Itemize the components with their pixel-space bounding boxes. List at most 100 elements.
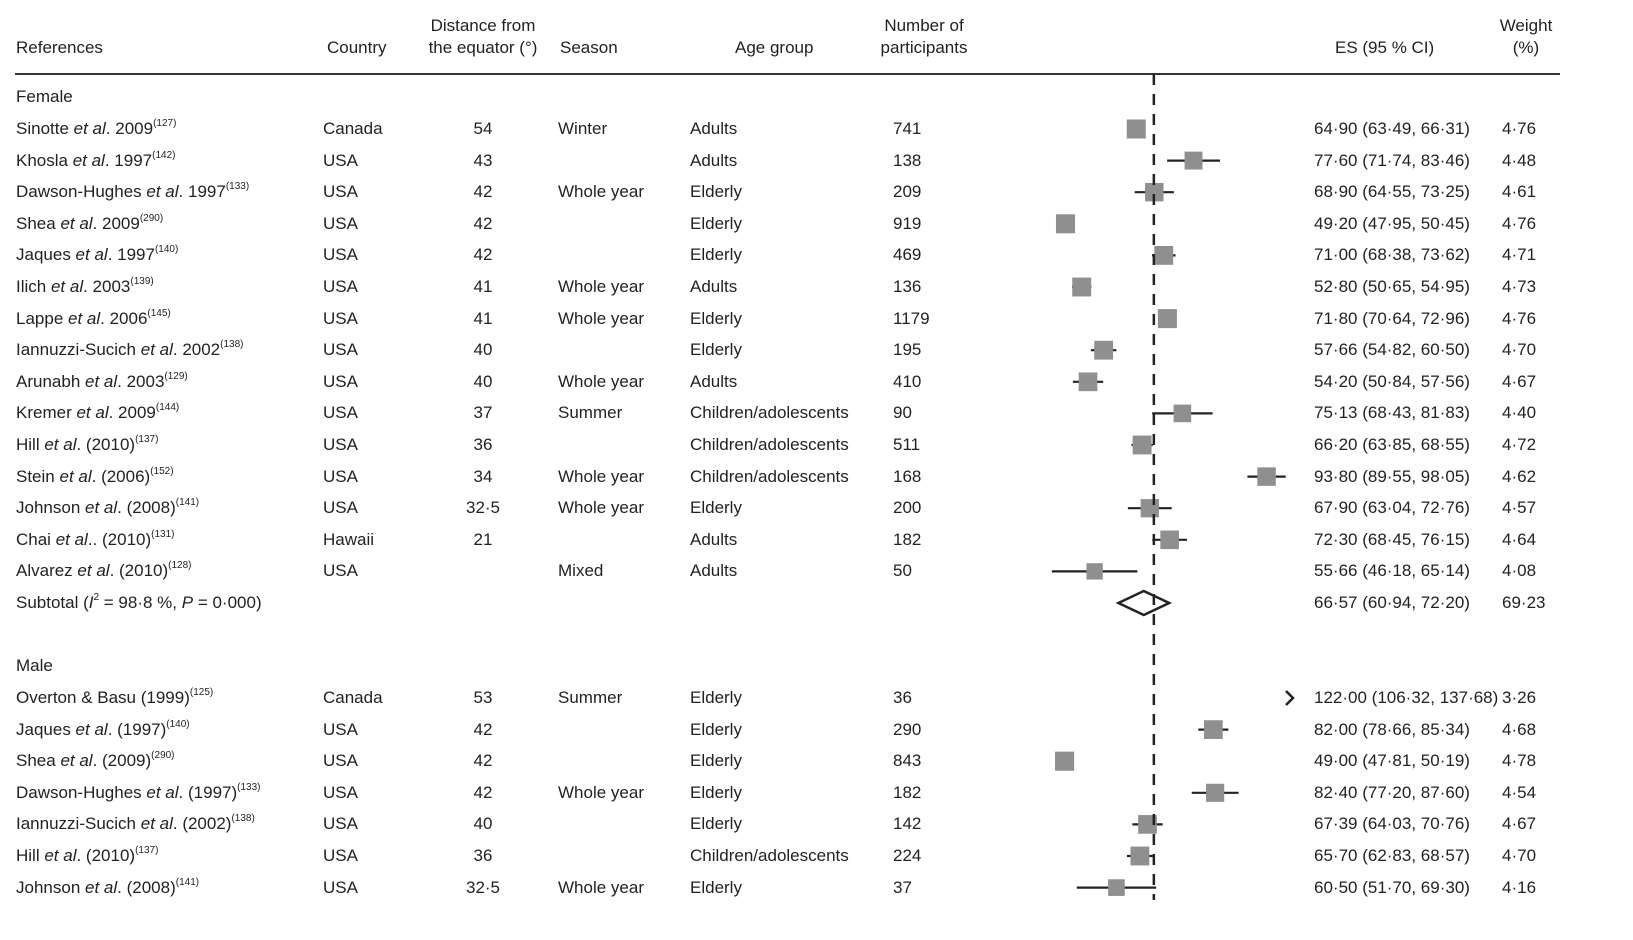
study-age-group: Elderly — [690, 782, 742, 802]
study-participants: 209 — [893, 182, 922, 202]
study-reference: Lappe et al. 2006(145) — [16, 307, 171, 329]
study-author: Dawson-Hughes — [16, 782, 147, 802]
study-weight: 4·67 — [1502, 814, 1537, 834]
study-citation: (145) — [147, 307, 171, 319]
study-author: Chai — [16, 529, 56, 549]
study-year: .. (2010) — [87, 529, 152, 549]
study-author: Ilich — [16, 277, 51, 296]
header-weight-line1: Weight — [1499, 16, 1553, 35]
study-country: USA — [323, 150, 358, 170]
study-season: Whole year — [558, 308, 644, 328]
study-distance: 32·5 — [465, 498, 501, 518]
study-distance: 53 — [473, 688, 493, 707]
header-distance-line2: the equator (°) — [428, 38, 538, 57]
header-references: References — [16, 38, 103, 57]
header-weight-line2: (%) — [1512, 38, 1540, 57]
study-citation: (133) — [237, 781, 261, 793]
study-et-al: et al — [59, 466, 92, 486]
study-reference: Khosla et al. 1997(142) — [16, 149, 176, 171]
study-distance: 42 — [473, 719, 493, 739]
study-weight: 4·76 — [1502, 213, 1537, 233]
study-es-ci: 82·40 (77·20, 87·60) — [1314, 782, 1470, 802]
point-estimate-marker — [1055, 214, 1076, 234]
study-participants: 50 — [893, 561, 912, 581]
point-estimate-marker — [1108, 879, 1125, 896]
study-year: . 2003 — [83, 277, 131, 296]
study-country: USA — [323, 182, 358, 202]
study-age-group: Adults — [690, 529, 738, 549]
study-season: Whole year — [558, 466, 644, 486]
point-estimate-marker — [1072, 277, 1092, 297]
study-age-group: Adults — [690, 119, 738, 138]
point-estimate-marker — [1206, 783, 1225, 802]
study-year: . (2010) — [76, 435, 136, 454]
subtotal-i2-value: = 98·8 %, — [99, 593, 182, 612]
study-year: . (2010) — [109, 561, 169, 581]
study-distance: 36 — [473, 435, 493, 454]
study-distance: 36 — [473, 846, 493, 865]
study-citation: (140) — [154, 244, 179, 256]
study-age-group: Elderly — [690, 308, 742, 328]
point-estimate-marker — [1132, 435, 1152, 455]
study-season: Whole year — [558, 782, 644, 802]
study-et-al: et al — [60, 213, 93, 233]
study-es-ci: 49·20 (47·95, 50·45) — [1314, 213, 1470, 233]
study-season: Whole year — [558, 371, 644, 391]
study-weight: 4·73 — [1502, 277, 1537, 296]
study-country: USA — [323, 213, 358, 233]
study-reference: Stein et al. (2006)(152) — [16, 466, 174, 487]
study-et-al: et al — [55, 529, 88, 549]
study-weight: 4·61 — [1502, 182, 1537, 202]
study-country: USA — [323, 561, 358, 581]
point-estimate-marker — [1086, 563, 1103, 580]
header-distance-line1: Distance from — [430, 16, 536, 35]
study-country: Canada — [323, 119, 383, 138]
study-country: USA — [323, 877, 358, 897]
study-season: Summer — [558, 403, 623, 423]
study-participants: 919 — [893, 213, 922, 233]
study-weight: 4·40 — [1502, 403, 1537, 423]
study-author: Stein — [16, 466, 60, 486]
study-age-group: Elderly — [690, 688, 742, 707]
study-et-al: et al — [73, 119, 106, 138]
study-et-al: et al — [44, 435, 77, 454]
study-author: Iannuzzi-Sucich — [16, 340, 141, 360]
study-country: Hawaii — [323, 529, 375, 549]
header-season: Season — [560, 38, 618, 57]
study-citation: (141) — [175, 497, 200, 509]
study-year: . 1997 — [107, 245, 155, 265]
study-author: Khosla — [16, 150, 73, 170]
study-weight: 4·62 — [1502, 466, 1537, 486]
header-participants-line2: participants — [880, 38, 968, 57]
study-citation: (128) — [168, 560, 192, 572]
study-author: Sinotte — [16, 119, 74, 138]
study-distance: 40 — [473, 814, 493, 834]
study-citation: (137) — [135, 434, 159, 445]
point-estimate-marker — [1157, 309, 1177, 329]
study-weight: 4·70 — [1502, 340, 1537, 360]
study-es-ci: 55·66 (46·18, 65·14) — [1314, 561, 1470, 581]
study-weight: 3·26 — [1502, 688, 1537, 707]
study-year: . 2009 — [92, 213, 140, 233]
study-country: USA — [323, 466, 358, 486]
study-age-group: Elderly — [690, 719, 742, 739]
point-estimate-marker — [1184, 151, 1203, 170]
study-es-ci: 60·50 (51·70, 69·30) — [1314, 877, 1470, 897]
study-weight: 4·64 — [1502, 529, 1537, 549]
study-es-ci: 65·70 (62·83, 68·57) — [1314, 846, 1470, 865]
study-weight: 4·70 — [1502, 846, 1537, 865]
study-participants: 136 — [893, 277, 922, 296]
study-distance: 41 — [473, 308, 493, 328]
study-es-ci: 54·20 (50·84, 57·56) — [1314, 371, 1470, 391]
study-citation: (142) — [152, 149, 176, 161]
study-country: Canada — [323, 688, 383, 707]
study-year: . 2006 — [100, 308, 148, 328]
study-country: USA — [323, 340, 358, 360]
study-participants: 168 — [893, 466, 922, 486]
study-year: . (2008) — [117, 877, 176, 897]
study-country: USA — [323, 403, 358, 423]
study-country: USA — [323, 751, 358, 771]
study-age-group: Adults — [690, 371, 738, 391]
study-et-al: et al — [68, 308, 101, 328]
